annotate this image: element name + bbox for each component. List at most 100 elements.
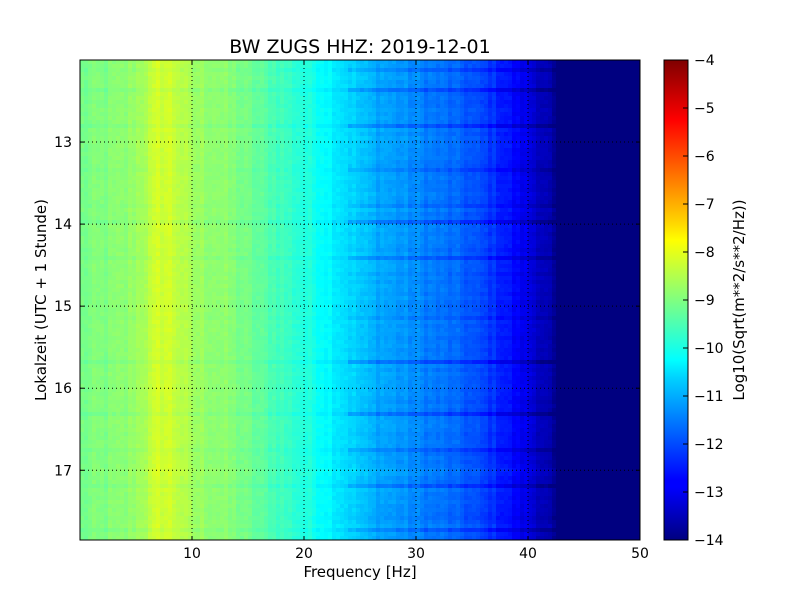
- heatmap-cell: [360, 72, 365, 77]
- heatmap-cell: [320, 184, 325, 189]
- heatmap-cell: [140, 60, 145, 65]
- heatmap-cell: [164, 176, 169, 181]
- heatmap-cell: [116, 60, 121, 65]
- heatmap-cell: [588, 164, 593, 169]
- heatmap-cell: [448, 124, 453, 129]
- heatmap-cell: [276, 132, 281, 137]
- heatmap-cell: [84, 180, 89, 185]
- heatmap-cell: [184, 196, 189, 201]
- heatmap-cell: [472, 180, 477, 185]
- heatmap-cell: [216, 132, 221, 137]
- heatmap-cell: [136, 172, 141, 177]
- heatmap-cell: [348, 100, 353, 105]
- heatmap-cell: [152, 80, 157, 85]
- heatmap-cell: [604, 184, 609, 189]
- heatmap-cell: [476, 84, 481, 89]
- heatmap-cell: [388, 148, 393, 153]
- heatmap-cell: [540, 176, 545, 181]
- heatmap-cell: [556, 164, 561, 169]
- heatmap-cell: [528, 136, 533, 141]
- heatmap-cell: [592, 176, 597, 181]
- heatmap-cell: [632, 148, 637, 153]
- heatmap-cell: [392, 108, 397, 113]
- heatmap-cell: [292, 140, 297, 145]
- heatmap-cell: [392, 176, 397, 181]
- heatmap-cell: [84, 164, 89, 169]
- heatmap-cell: [152, 176, 157, 181]
- heatmap-cell: [132, 136, 137, 141]
- heatmap-cell: [400, 160, 405, 165]
- heatmap-cell: [212, 72, 217, 77]
- heatmap-cell: [364, 160, 369, 165]
- heatmap-cell: [480, 100, 485, 105]
- heatmap-cell: [612, 144, 617, 149]
- heatmap-cell: [536, 120, 541, 125]
- heatmap-cell: [208, 72, 213, 77]
- heatmap-cell: [608, 172, 613, 177]
- heatmap-cell: [372, 76, 377, 81]
- heatmap-cell: [100, 128, 105, 133]
- heatmap-cell: [132, 60, 137, 65]
- heatmap-cell: [256, 72, 261, 77]
- heatmap-cell: [172, 112, 177, 117]
- heatmap-cell: [624, 192, 629, 197]
- heatmap-cell: [288, 144, 293, 149]
- heatmap-cell: [492, 164, 497, 169]
- heatmap-cell: [180, 72, 185, 77]
- heatmap-cell: [352, 76, 357, 81]
- heatmap-cell: [288, 188, 293, 193]
- heatmap-cell: [104, 84, 109, 89]
- heatmap-cell: [600, 136, 605, 141]
- heatmap-cell: [480, 164, 485, 169]
- heatmap-cell: [404, 84, 409, 89]
- heatmap-cell: [220, 140, 225, 145]
- heatmap-cell: [580, 136, 585, 141]
- heatmap-cell: [328, 172, 333, 177]
- heatmap-cell: [452, 156, 457, 161]
- heatmap-cell: [432, 116, 437, 121]
- heatmap-cell: [388, 124, 393, 129]
- heatmap-cell: [320, 92, 325, 97]
- heatmap-cell: [608, 88, 613, 93]
- heatmap-cell: [320, 168, 325, 173]
- heatmap-cell: [268, 100, 273, 105]
- heatmap-cell: [336, 172, 341, 177]
- heatmap-cell: [568, 96, 573, 101]
- heatmap-cell: [484, 148, 489, 153]
- heatmap-cell: [548, 76, 553, 81]
- heatmap-cell: [440, 68, 445, 73]
- heatmap-cell: [568, 120, 573, 125]
- heatmap-cell: [240, 108, 245, 113]
- heatmap-cell: [632, 88, 637, 93]
- heatmap-cell: [368, 76, 373, 81]
- heatmap-cell: [236, 76, 241, 81]
- heatmap-cell: [148, 108, 153, 113]
- heatmap-cell: [596, 136, 601, 141]
- heatmap-cell: [616, 184, 621, 189]
- heatmap-cell: [136, 136, 141, 141]
- heatmap-cell: [572, 184, 577, 189]
- heatmap-cell: [272, 104, 277, 109]
- heatmap-cell: [112, 80, 117, 85]
- heatmap-cell: [192, 196, 197, 201]
- heatmap-cell: [164, 160, 169, 165]
- heatmap-cell: [468, 124, 473, 129]
- heatmap-cell: [428, 104, 433, 109]
- heatmap-cell: [456, 144, 461, 149]
- heatmap-cell: [388, 132, 393, 137]
- heatmap-cell: [240, 200, 245, 205]
- heatmap-cell: [448, 152, 453, 157]
- heatmap-cell: [300, 188, 305, 193]
- heatmap-cell: [444, 156, 449, 161]
- heatmap-cell: [96, 176, 101, 181]
- heatmap-cell: [112, 172, 117, 177]
- heatmap-cell: [544, 168, 549, 173]
- heatmap-cell: [464, 72, 469, 77]
- heatmap-cell: [92, 196, 97, 201]
- heatmap-cell: [304, 124, 309, 129]
- heatmap-cell: [552, 188, 557, 193]
- heatmap-cell: [80, 124, 85, 129]
- heatmap-cell: [440, 104, 445, 109]
- heatmap-cell: [524, 196, 529, 201]
- heatmap-cell: [304, 72, 309, 77]
